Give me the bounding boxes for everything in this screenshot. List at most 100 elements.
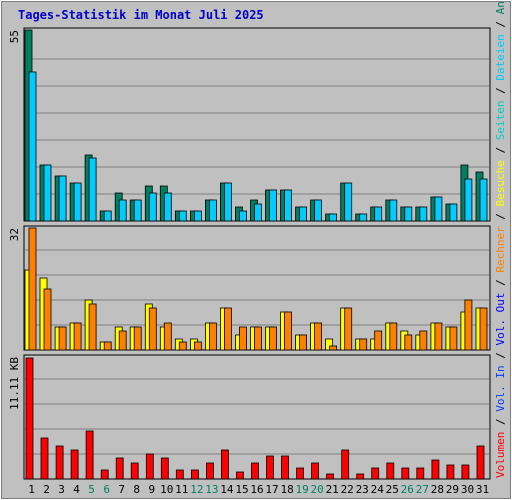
bar-volumen-day-13 [205, 462, 214, 480]
bar-volumen-day-14 [220, 449, 229, 480]
bar-dateien-day-24 [374, 206, 383, 222]
bar-volumen-day-31 [476, 445, 485, 480]
x-label-day-30: 30 [461, 483, 474, 496]
x-label-day-17: 17 [265, 483, 278, 496]
legend-item-anfragen: Anfragen [494, 0, 507, 14]
x-label-day-20: 20 [310, 483, 323, 496]
bar-rechner-day-21 [329, 345, 338, 351]
bar-dateien-day-14 [223, 182, 232, 222]
bar-dateien-day-30 [464, 178, 473, 222]
legend-separator: / [494, 140, 507, 160]
bar-rechner-day-13 [208, 322, 217, 351]
x-label-day-3: 3 [58, 483, 65, 496]
x-label-day-26: 26 [401, 483, 414, 496]
bar-dateien-day-22 [344, 182, 353, 222]
bar-dateien-day-28 [434, 196, 443, 222]
bar-volumen-day-26 [401, 467, 410, 480]
x-label-day-16: 16 [250, 483, 263, 496]
bar-volumen-day-9 [145, 453, 154, 480]
bar-dateien-day-4 [73, 182, 82, 222]
bar-volumen-day-6 [100, 469, 109, 480]
bar-volumen-day-20 [311, 462, 320, 480]
x-label-day-5: 5 [88, 483, 95, 496]
bar-volumen-day-4 [70, 449, 79, 480]
bar-dateien-day-3 [58, 175, 67, 222]
bar-rechner-day-17 [269, 326, 277, 351]
x-label-day-27: 27 [416, 483, 429, 496]
bar-volumen-day-5 [85, 430, 94, 480]
legend-item-volout: Vol. Out [494, 293, 507, 346]
panel-background [23, 27, 491, 222]
bar-dateien-day-16 [254, 203, 262, 222]
bar-dateien-day-27 [419, 206, 428, 222]
bar-dateien-day-9 [148, 192, 157, 222]
bar-volumen-day-18 [281, 455, 289, 480]
bar-volumen-day-3 [55, 445, 64, 480]
bar-rechner-day-6 [103, 341, 112, 351]
bar-volumen-day-25 [386, 462, 395, 480]
legend-item-volumen: Volumen [494, 432, 507, 478]
bar-rechner-day-5 [88, 303, 97, 351]
bar-dateien-day-7 [118, 199, 127, 222]
x-label-day-1: 1 [28, 483, 35, 496]
bar-volumen-day-7 [115, 457, 124, 480]
x-label-day-10: 10 [160, 483, 173, 496]
x-label-day-15: 15 [235, 483, 248, 496]
bar-dateien-day-29 [449, 203, 458, 222]
x-label-day-7: 7 [118, 483, 125, 496]
legend-separator: / [494, 206, 507, 226]
x-label-day-28: 28 [431, 483, 444, 496]
bar-rechner-day-11 [178, 341, 187, 351]
bar-rechner-day-26 [404, 334, 413, 351]
x-label-day-24: 24 [371, 483, 385, 496]
chart-title: Tages-Statistik im Monat Juli 2025 [18, 8, 264, 22]
x-label-day-9: 9 [148, 483, 155, 496]
legend-item-dateien: Dateien [494, 34, 507, 80]
x-label-day-29: 29 [446, 483, 459, 496]
bar-volumen-day-1 [25, 357, 34, 480]
bar-volumen-day-28 [431, 459, 440, 480]
panel-1: 55 [8, 27, 491, 222]
bar-rechner-day-4 [73, 322, 82, 351]
bar-dateien-day-17 [269, 189, 277, 222]
bar-rechner-day-19 [299, 334, 308, 351]
max-value-label: 55 [8, 30, 21, 43]
bar-rechner-day-29 [449, 326, 458, 351]
bar-rechner-day-1 [28, 227, 37, 351]
bar-rechner-day-10 [163, 322, 172, 351]
bar-rechner-day-12 [193, 341, 202, 351]
bar-volumen-day-29 [446, 464, 455, 480]
bar-dateien-day-20 [314, 199, 323, 222]
bar-rechner-day-18 [284, 311, 292, 351]
bar-rechner-day-25 [389, 322, 398, 351]
bar-dateien-day-13 [208, 199, 217, 222]
bar-dateien-day-5 [88, 157, 97, 222]
legend-item-seiten: Seiten [494, 100, 507, 140]
bar-dateien-day-2 [43, 164, 52, 222]
x-label-day-2: 2 [43, 483, 50, 496]
bar-volumen-day-8 [130, 462, 139, 480]
bar-rechner-day-28 [434, 322, 443, 351]
bar-dateien-day-6 [103, 210, 112, 222]
bar-dateien-day-8 [133, 199, 142, 222]
max-value-label: 11.11 KB [8, 357, 21, 410]
panel-3: 11.11 KB [8, 354, 491, 480]
x-label-day-12: 12 [190, 483, 203, 496]
legend-item-volin: Vol. In [494, 365, 507, 411]
bar-dateien-day-11 [178, 210, 187, 222]
legend-separator: / [494, 273, 507, 293]
x-label-day-22: 22 [341, 483, 354, 496]
bar-dateien-day-25 [389, 199, 398, 222]
bar-besuche-day-21 [325, 338, 334, 351]
x-label-day-19: 19 [295, 483, 308, 496]
bar-rechner-day-3 [58, 326, 67, 351]
bar-volumen-day-17 [266, 455, 274, 480]
x-label-day-23: 23 [356, 483, 369, 496]
bar-rechner-day-16 [254, 326, 262, 351]
bar-volumen-day-16 [251, 462, 259, 480]
bar-volumen-day-23 [356, 473, 365, 480]
x-label-day-8: 8 [133, 483, 140, 496]
legend-separator: / [494, 81, 507, 101]
